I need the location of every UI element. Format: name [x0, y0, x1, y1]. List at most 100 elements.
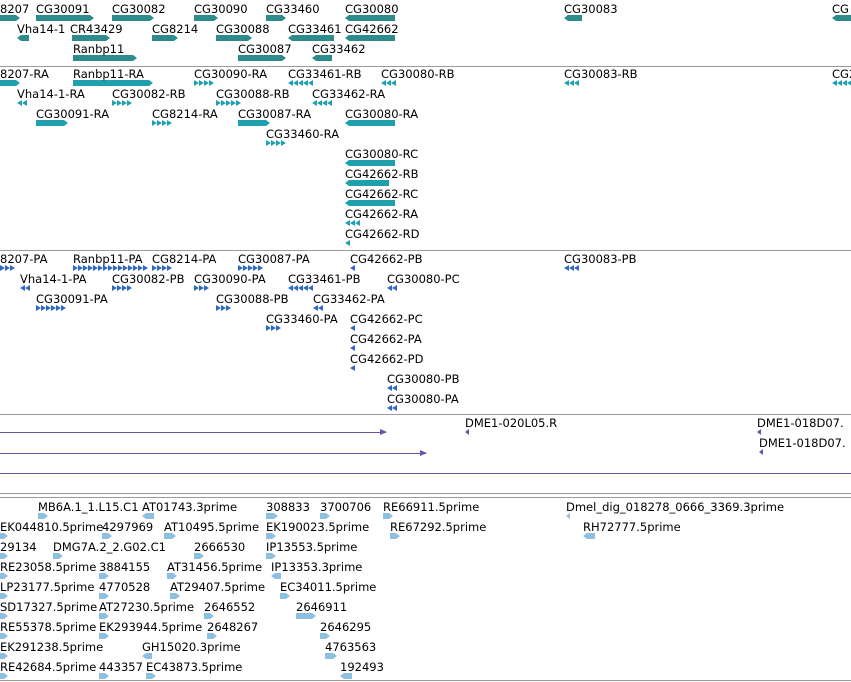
feature-glyph[interactable] [112, 100, 136, 106]
feature-glyph[interactable] [72, 35, 110, 41]
feature-glyph[interactable] [266, 553, 276, 559]
feature-glyph[interactable] [53, 553, 63, 559]
feature-glyph[interactable] [345, 120, 395, 126]
feature-glyph[interactable] [757, 429, 761, 435]
feature-glyph[interactable] [152, 35, 178, 41]
feature-glyph[interactable] [99, 673, 109, 679]
feature-glyph[interactable] [390, 533, 400, 539]
feature-glyph[interactable] [288, 80, 316, 86]
feature-glyph[interactable] [36, 305, 66, 311]
feature-glyph[interactable] [345, 240, 353, 246]
feature-glyph[interactable] [207, 633, 217, 639]
feature-glyph[interactable] [216, 35, 252, 41]
feature-glyph[interactable] [350, 365, 355, 371]
feature-glyph[interactable] [170, 593, 180, 599]
feature-glyph[interactable] [36, 120, 68, 126]
feature-glyph[interactable] [216, 100, 242, 106]
feature-glyph[interactable] [320, 513, 330, 519]
feature-glyph[interactable] [266, 15, 286, 21]
feature-glyph[interactable] [564, 80, 582, 86]
feature-glyph[interactable] [296, 613, 316, 619]
feature-glyph[interactable] [73, 80, 153, 86]
feature-glyph[interactable] [238, 55, 286, 61]
feature-glyph[interactable] [387, 285, 399, 291]
feature-glyph[interactable] [167, 573, 177, 579]
feature-glyph[interactable] [238, 265, 266, 271]
feature-glyph[interactable] [266, 140, 286, 146]
feature-glyph[interactable] [564, 265, 582, 271]
feature-glyph[interactable] [387, 385, 399, 391]
feature-glyph[interactable] [266, 513, 278, 519]
feature-glyph[interactable] [345, 160, 395, 166]
feature-glyph[interactable] [345, 15, 395, 21]
feature-glyph[interactable] [759, 449, 763, 455]
feature-glyph[interactable] [345, 220, 363, 226]
clone-span-line[interactable] [0, 473, 851, 474]
feature-glyph[interactable] [99, 613, 109, 619]
feature-glyph[interactable] [152, 120, 176, 126]
feature-glyph[interactable] [312, 100, 332, 106]
feature-glyph[interactable] [0, 593, 8, 599]
feature-glyph[interactable] [0, 633, 8, 639]
feature-glyph[interactable] [0, 265, 18, 271]
feature-glyph[interactable] [73, 55, 137, 61]
feature-glyph[interactable] [194, 285, 212, 291]
feature-glyph[interactable] [146, 673, 156, 679]
feature-glyph[interactable] [340, 673, 352, 679]
feature-glyph[interactable] [280, 593, 290, 599]
feature-glyph[interactable] [350, 345, 355, 351]
feature-glyph[interactable] [194, 80, 214, 86]
feature-glyph[interactable] [194, 553, 204, 559]
feature-glyph[interactable] [288, 285, 314, 291]
feature-glyph[interactable] [0, 573, 8, 579]
feature-glyph[interactable] [383, 513, 393, 519]
feature-glyph[interactable] [266, 533, 276, 539]
feature-glyph[interactable] [238, 120, 270, 126]
feature-glyph[interactable] [17, 100, 29, 106]
clone-span-line[interactable] [0, 453, 426, 454]
feature-glyph[interactable] [99, 593, 109, 599]
feature-glyph[interactable] [583, 533, 595, 539]
feature-glyph[interactable] [325, 653, 337, 659]
feature-glyph[interactable] [465, 429, 469, 435]
feature-glyph[interactable] [0, 15, 20, 21]
feature-glyph[interactable] [350, 265, 355, 271]
feature-glyph[interactable] [0, 533, 8, 539]
feature-glyph[interactable] [152, 265, 174, 271]
feature-glyph[interactable] [313, 305, 325, 311]
feature-glyph[interactable] [566, 513, 570, 519]
clone-span-line[interactable] [0, 432, 386, 433]
feature-glyph[interactable] [345, 200, 395, 206]
feature-glyph[interactable] [99, 573, 109, 579]
feature-glyph[interactable] [20, 285, 30, 291]
feature-glyph[interactable] [387, 405, 399, 411]
feature-glyph[interactable] [99, 633, 109, 639]
feature-glyph[interactable] [164, 533, 176, 539]
feature-glyph[interactable] [112, 285, 134, 291]
feature-glyph[interactable] [73, 265, 149, 271]
feature-glyph[interactable] [345, 180, 389, 186]
feature-glyph[interactable] [320, 633, 330, 639]
feature-glyph[interactable] [204, 613, 214, 619]
feature-glyph[interactable] [112, 15, 154, 21]
feature-glyph[interactable] [564, 15, 582, 21]
feature-glyph[interactable] [36, 15, 94, 21]
feature-glyph[interactable] [0, 553, 8, 559]
feature-glyph[interactable] [0, 673, 8, 679]
feature-glyph[interactable] [350, 325, 355, 331]
feature-glyph[interactable] [142, 513, 154, 519]
feature-glyph[interactable] [271, 573, 281, 579]
feature-glyph[interactable] [142, 653, 152, 659]
feature-glyph[interactable] [288, 35, 334, 41]
feature-glyph[interactable] [38, 513, 48, 519]
feature-glyph[interactable] [381, 80, 399, 86]
feature-glyph[interactable] [832, 15, 851, 21]
feature-glyph[interactable] [17, 35, 29, 41]
feature-glyph[interactable] [832, 80, 851, 86]
feature-glyph[interactable] [102, 533, 112, 539]
feature-glyph[interactable] [266, 325, 284, 331]
feature-glyph[interactable] [194, 15, 218, 21]
feature-glyph[interactable] [312, 55, 332, 61]
feature-glyph[interactable] [0, 80, 20, 86]
feature-glyph[interactable] [0, 613, 8, 619]
